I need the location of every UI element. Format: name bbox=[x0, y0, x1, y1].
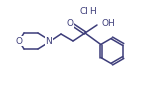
Text: O: O bbox=[16, 37, 22, 45]
Text: Cl: Cl bbox=[80, 6, 88, 16]
Text: N: N bbox=[46, 37, 52, 45]
Text: H: H bbox=[90, 6, 96, 16]
Text: O: O bbox=[67, 20, 73, 29]
Text: OH: OH bbox=[101, 20, 115, 29]
